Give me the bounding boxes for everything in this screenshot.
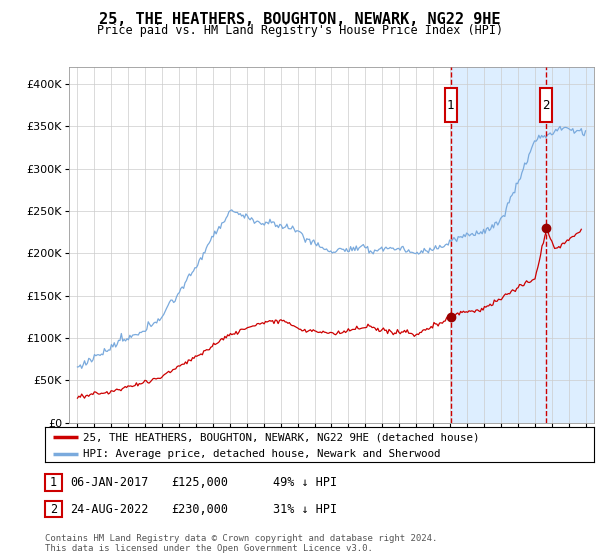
Text: Contains HM Land Registry data © Crown copyright and database right 2024.
This d: Contains HM Land Registry data © Crown c… [45, 534, 437, 553]
Text: 1: 1 [50, 475, 57, 489]
Text: 1: 1 [447, 99, 454, 112]
Text: £125,000: £125,000 [171, 475, 228, 489]
Text: 2: 2 [542, 99, 550, 112]
Text: 49% ↓ HPI: 49% ↓ HPI [273, 475, 337, 489]
Text: 2: 2 [50, 502, 57, 516]
Text: 06-JAN-2017: 06-JAN-2017 [70, 475, 149, 489]
Text: 25, THE HEATHERS, BOUGHTON, NEWARK, NG22 9HE: 25, THE HEATHERS, BOUGHTON, NEWARK, NG22… [99, 12, 501, 27]
Text: 25, THE HEATHERS, BOUGHTON, NEWARK, NG22 9HE (detached house): 25, THE HEATHERS, BOUGHTON, NEWARK, NG22… [83, 432, 480, 442]
Text: HPI: Average price, detached house, Newark and Sherwood: HPI: Average price, detached house, Newa… [83, 449, 441, 459]
Text: Price paid vs. HM Land Registry's House Price Index (HPI): Price paid vs. HM Land Registry's House … [97, 24, 503, 37]
Bar [451, 67, 594, 423]
Text: £230,000: £230,000 [171, 502, 228, 516]
FancyBboxPatch shape [445, 88, 457, 122]
FancyBboxPatch shape [540, 88, 551, 122]
Text: 31% ↓ HPI: 31% ↓ HPI [273, 502, 337, 516]
Text: 24-AUG-2022: 24-AUG-2022 [70, 502, 149, 516]
